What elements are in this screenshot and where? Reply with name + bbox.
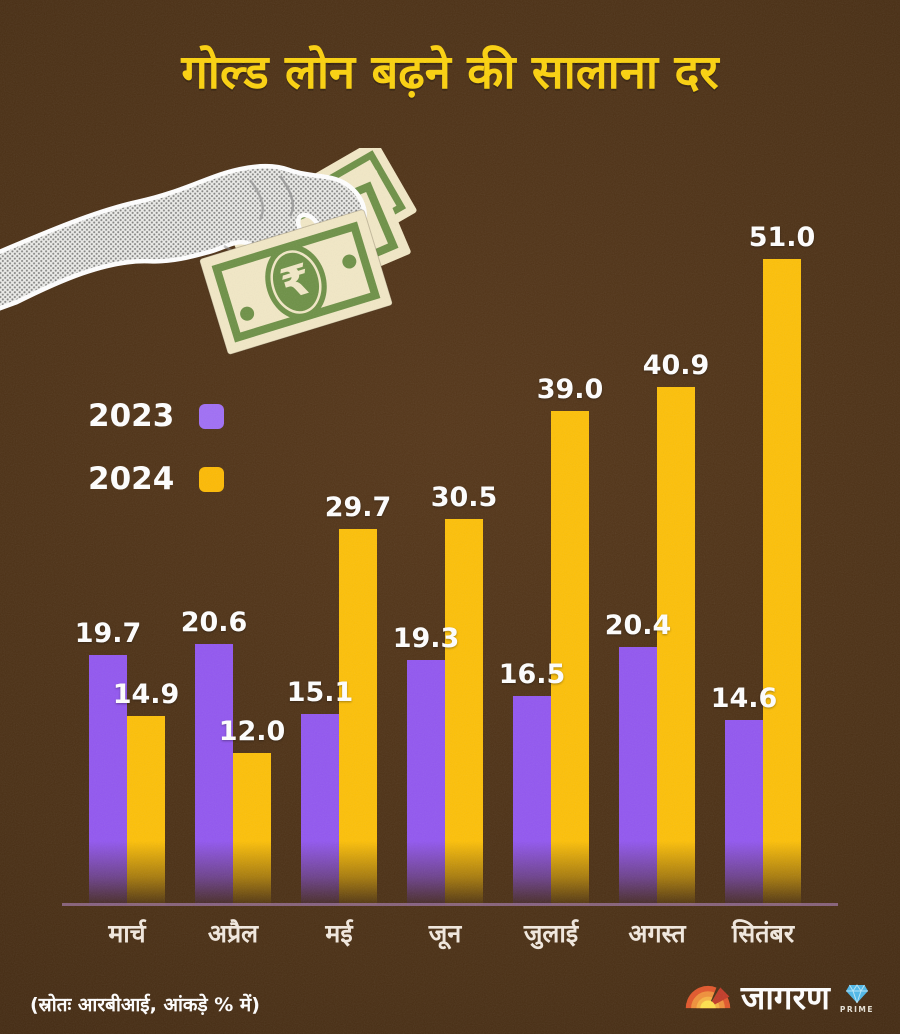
bar-value-label: 15.1 <box>286 677 354 708</box>
brand-logo: जागरण PRIME <box>685 980 874 1014</box>
bar-value-label: 12.0 <box>218 716 286 747</box>
bar-value-label: 14.6 <box>710 683 778 714</box>
bar-2024-6 <box>657 387 695 905</box>
bar-2023-3 <box>301 714 339 905</box>
bar-2023-2 <box>195 644 233 905</box>
bar-2024-4 <box>445 519 483 905</box>
bar-2023-6 <box>619 647 657 905</box>
brand-name: जागरण <box>740 977 830 1017</box>
brand-prime: PRIME <box>840 984 874 1014</box>
bar-2023-4 <box>407 660 445 905</box>
bar-value-label: 19.7 <box>74 618 142 649</box>
jagran-sun-icon <box>685 985 731 1009</box>
bar-2024-7 <box>763 259 801 905</box>
x-axis-label: सितंबर <box>731 919 795 948</box>
brand-sub-label: PRIME <box>839 1005 874 1014</box>
bar-value-label: 40.9 <box>642 350 710 381</box>
bar-value-label: 19.3 <box>392 623 460 654</box>
bar-value-label: 20.4 <box>604 610 672 641</box>
bar-2024-2 <box>233 753 271 905</box>
x-axis-label: अप्रैल <box>207 919 259 948</box>
bar-value-label: 16.5 <box>498 659 566 690</box>
x-axis-label: जुलाई <box>523 919 579 948</box>
bar-value-label: 29.7 <box>324 492 392 523</box>
bar-2024-5 <box>551 411 589 905</box>
bar-value-label: 14.9 <box>112 679 180 710</box>
bar-2024-1 <box>127 716 165 905</box>
hand-money-illustration: ₹ <box>0 148 417 355</box>
bar-value-label: 30.5 <box>430 482 498 513</box>
bar-value-label: 20.6 <box>180 607 248 638</box>
bar-2023-7 <box>725 720 763 905</box>
x-axis-label: मार्च <box>108 919 146 948</box>
x-axis-label: अगस्त <box>628 919 686 948</box>
x-axis-line <box>62 903 838 906</box>
bar-2023-5 <box>513 696 551 905</box>
x-axis-label: जून <box>428 919 462 948</box>
prime-diamond-icon <box>845 984 868 1004</box>
source-note: (स्रोतः आरबीआई, आंकड़े % में) <box>30 994 260 1016</box>
bar-value-label: 39.0 <box>536 374 604 405</box>
bar-value-label: 51.0 <box>748 222 816 253</box>
x-axis-label: मई <box>325 919 353 948</box>
bar-2024-3 <box>339 529 377 905</box>
